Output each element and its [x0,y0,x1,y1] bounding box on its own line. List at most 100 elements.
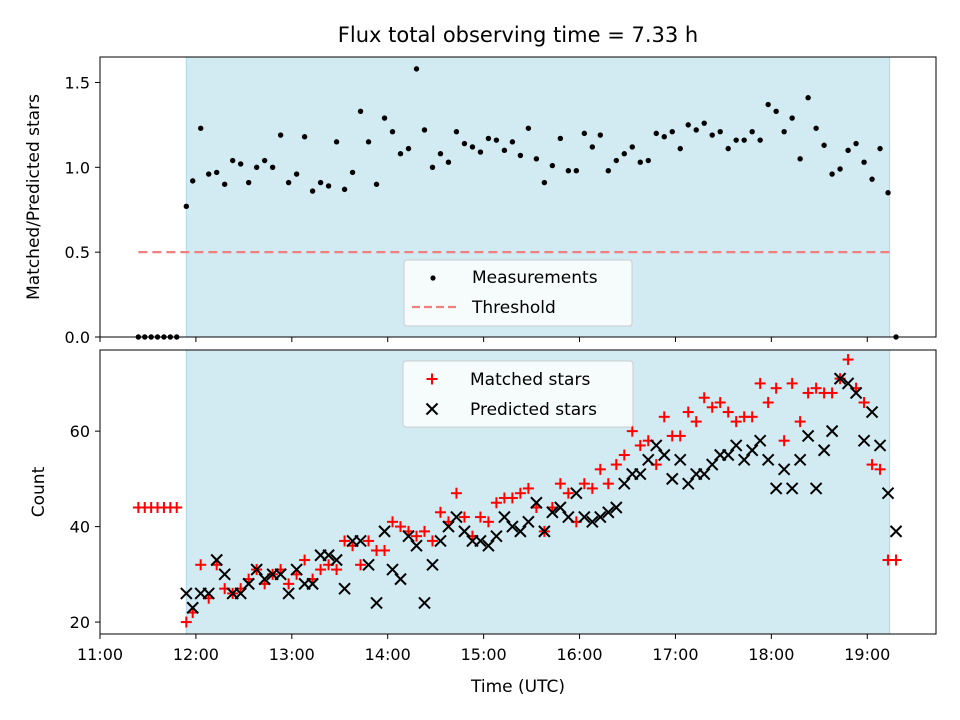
measurement-point [365,139,372,145]
measurement-point [405,145,412,152]
predicted-star-point [698,467,711,481]
matched-star-point [674,430,686,442]
ratio-x-axis-ticks [99,337,868,342]
legend-threshold-label: Threshold [471,298,556,318]
measurement-point [269,164,276,171]
measurements-series [135,66,899,340]
predicted-star-point [538,525,551,538]
y-tick-label: 60 [70,422,90,441]
count-panel: 20 40 60 11:00 12:00 13:00 14:00 15:00 16:00 17:… [29,349,937,697]
predicted-star-point [250,563,263,576]
predicted-star-point [218,568,231,581]
measurement-point [221,181,228,187]
measurement-point [301,134,308,140]
measurement-point [661,134,667,140]
matched-star-point [682,406,694,418]
matched-star-point [418,525,430,537]
matched-star-point [730,416,742,428]
y-tick-label: 1.0 [65,158,90,177]
measurement-point [341,186,348,193]
measurement-point [285,179,292,186]
measurement-point [773,108,779,115]
measurement-point [253,164,260,171]
measurement-point [573,167,580,174]
legend-measurements-label: Measurements [472,268,598,288]
predicted-star-point [793,453,807,466]
predicted-star-point [833,372,847,385]
predicted-star-point [761,453,775,466]
count-legend: Matched stars Predicted stars [402,360,634,428]
predicted-star-point [881,486,895,500]
matched-star-point [754,377,766,389]
measurement-point [877,145,883,152]
matched-star-point [762,397,774,409]
matched-star-point [458,511,470,523]
predicted-star-point [817,444,831,457]
time-x-axis-label: Time (UTC) [470,677,565,697]
matched-star-point [826,387,838,399]
measurement-point [517,152,524,159]
measurement-point [749,128,755,135]
measurement-point [589,144,596,150]
measurement-point [293,171,300,177]
matched-star-point [331,564,343,576]
predicted-star-point [729,439,743,452]
measurement-point [477,149,484,155]
predicted-star-point [290,563,303,576]
predicted-star-point [578,510,591,524]
measurement-point [845,147,851,154]
measurement-point [389,128,396,135]
predicted-star-point [594,510,607,524]
predicted-star-point [865,405,879,419]
matched-star-point [602,478,614,490]
measurement-point [413,66,420,72]
measurement-point [637,159,643,165]
matched-star-point [746,411,758,423]
measurement-point [805,95,811,101]
x-tick-label: 14:00 [365,645,411,664]
measurement-point [709,132,715,138]
predicted-star-point [362,558,375,571]
measurement-point [190,178,196,184]
matched-star-point [522,482,534,494]
predicted-star-point [458,525,471,538]
matched-star-point [434,506,446,518]
measurement-point [597,132,604,138]
predicted-star-point [330,553,343,567]
matched-star-point [778,435,790,447]
measurement-point [453,128,460,135]
measurement-point [861,159,867,165]
ratio-legend-box [403,259,633,327]
measurement-point [829,171,835,177]
predicted-star-point [666,472,679,486]
predicted-star-point [642,453,655,466]
measurement-point [797,156,803,162]
predicted-star-point [482,539,495,552]
matched-star-point [315,564,327,576]
x-tick-label: 17:00 [652,645,698,664]
predicted-star-point [546,506,559,519]
measurement-point [685,122,691,128]
predicted-star-point [889,525,903,538]
matched-star-point [802,387,814,399]
measurement-point [541,179,548,186]
matched-star-point [658,411,670,423]
predicted-star-point [258,572,271,586]
predicted-star-point [737,453,751,466]
matched-star-point [578,478,590,490]
predicted-star-point [873,439,887,452]
count-panel-frame [99,349,937,635]
legend-matched-label: Matched stars [470,370,590,390]
predicted-star-point [234,587,247,600]
predicted-stars-series [180,372,903,614]
measurement-point [741,137,747,143]
matched-star-point [858,397,870,409]
matched-star-point [379,544,391,556]
matched-star-point [387,516,399,528]
matched-star-point [554,478,566,490]
predicted-star-point [514,525,527,538]
matched-star-point [363,535,375,547]
y-tick-label: 20 [70,613,90,632]
matched-star-point [618,449,630,461]
measurement-point [789,115,795,121]
